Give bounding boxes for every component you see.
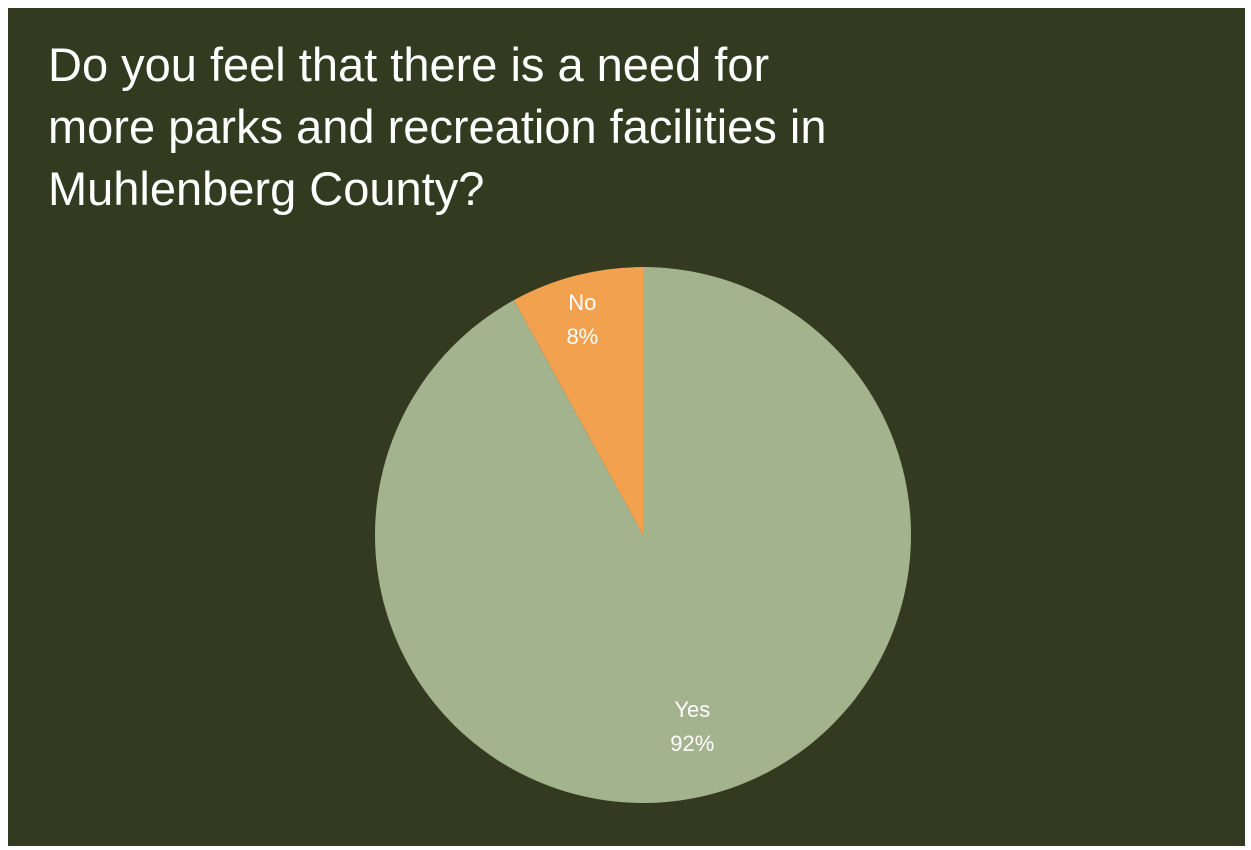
title-line-1: Do you feel that there is a need for <box>48 38 770 91</box>
slice-label-no: No <box>568 290 596 315</box>
title-line-2: more parks and recreation facilities in <box>48 100 827 153</box>
pie-slice-no <box>513 267 643 535</box>
slice-value-yes: 92% <box>670 731 714 756</box>
slide-background: Do you feel that there is a need for mor… <box>8 8 1245 846</box>
slice-label-yes: Yes <box>674 697 710 722</box>
pie-chart: No 8% Yes 92% <box>375 267 912 803</box>
slide-title: Do you feel that there is a need for mor… <box>48 34 1148 220</box>
slice-value-no: 8% <box>566 324 598 349</box>
title-line-3: Muhlenberg County? <box>48 162 485 215</box>
